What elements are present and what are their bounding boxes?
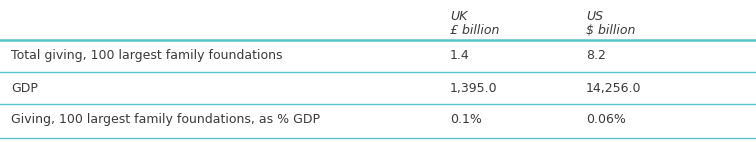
Text: 0.06%: 0.06% <box>586 113 626 127</box>
Text: Total giving, 100 largest family foundations: Total giving, 100 largest family foundat… <box>11 49 283 62</box>
Text: 1.4: 1.4 <box>450 49 469 62</box>
Text: 1,395.0: 1,395.0 <box>450 82 497 95</box>
Text: UK: UK <box>450 10 467 23</box>
Text: £ billion: £ billion <box>450 24 499 37</box>
Text: $ billion: $ billion <box>586 24 635 37</box>
Text: US: US <box>586 10 603 23</box>
Text: 0.1%: 0.1% <box>450 113 482 127</box>
Text: GDP: GDP <box>11 82 39 95</box>
Text: Giving, 100 largest family foundations, as % GDP: Giving, 100 largest family foundations, … <box>11 113 321 127</box>
Text: 8.2: 8.2 <box>586 49 606 62</box>
Text: 14,256.0: 14,256.0 <box>586 82 641 95</box>
